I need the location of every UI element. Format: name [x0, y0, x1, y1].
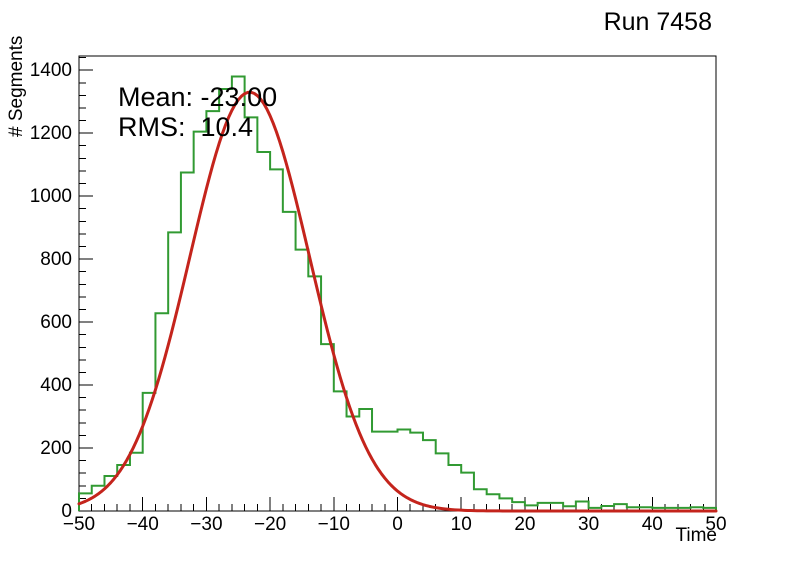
y-tick-label: 1400 — [30, 60, 72, 81]
stat-rms: RMS: 10.4 — [118, 112, 254, 142]
x-tick-label: 30 — [578, 514, 599, 535]
fit-curve — [77, 90, 718, 513]
y-tick-label: 800 — [40, 249, 72, 270]
x-tick-label: 10 — [451, 514, 472, 535]
y-tick-label: 600 — [40, 312, 72, 333]
y-axis-title: # Segments — [6, 35, 27, 137]
x-tick-label: 20 — [514, 514, 535, 535]
histogram-line — [78, 75, 717, 511]
y-tick-label: 1000 — [30, 186, 72, 207]
plot-title: Run 7458 — [603, 8, 712, 36]
y-tick-label: 0 — [61, 501, 72, 522]
x-tick-label: 40 — [642, 514, 663, 535]
stat-mean: Mean: -23.00 — [118, 82, 278, 112]
x-tick-label: 0 — [392, 514, 403, 535]
y-tick-label: 200 — [40, 438, 72, 459]
x-tick-label: −20 — [254, 514, 286, 535]
x-axis-title: Time — [675, 525, 717, 546]
x-tick-label: −10 — [318, 514, 350, 535]
y-tick-label: 1200 — [30, 123, 72, 144]
x-tick-label: −40 — [127, 514, 159, 535]
x-tick-label: 50 — [705, 514, 726, 535]
x-tick-label: −30 — [190, 514, 222, 535]
y-tick-label: 400 — [40, 375, 72, 396]
x-tick-label: −50 — [63, 514, 95, 535]
stats-box: Mean: -23.00 RMS: 10.4 — [118, 82, 277, 142]
